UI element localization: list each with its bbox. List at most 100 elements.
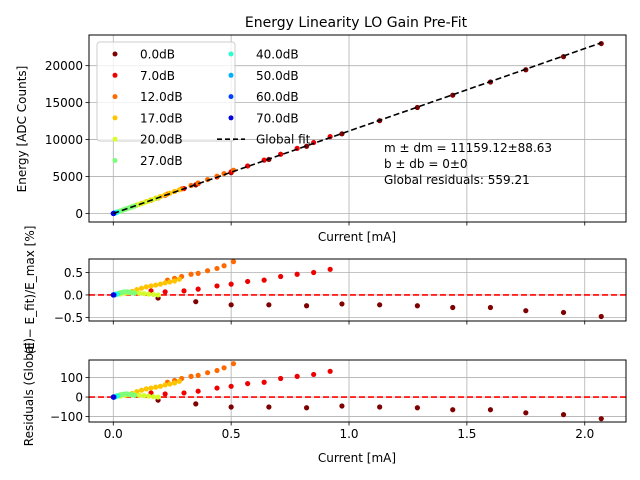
data-point-17.0dB — [157, 281, 164, 287]
data-point-0.0dB — [193, 299, 199, 305]
x-tick-label: 0.0 — [104, 427, 123, 441]
data-point-0.0dB — [523, 308, 529, 314]
global-residuals-annotation: Global residuals: 559.21 — [384, 173, 530, 187]
data-point-0.0dB — [303, 303, 310, 309]
data-point-7.0dB — [195, 286, 201, 292]
y-tick-label: −100 — [50, 410, 83, 424]
x-tick-label: 2.0 — [575, 427, 594, 441]
data-point-20.0dB — [150, 394, 156, 400]
global-fit-line — [113, 42, 602, 215]
y-tick-label: 15000 — [45, 96, 83, 110]
data-point-17.0dB — [157, 383, 164, 389]
data-point-7.0dB — [311, 269, 317, 276]
data-point-7.0dB — [261, 379, 267, 385]
legend-marker — [112, 72, 118, 78]
data-point-12.0dB — [204, 370, 211, 376]
data-point-0.0dB — [523, 410, 529, 416]
data-point-17.0dB — [153, 384, 159, 390]
data-point-12.0dB — [221, 263, 227, 269]
data-point-17.0dB — [176, 378, 182, 384]
data-point-7.0dB — [278, 375, 284, 382]
data-point-7.0dB — [195, 388, 201, 394]
data-point-12.0dB — [221, 365, 227, 371]
data-point-0.0dB — [303, 405, 310, 411]
data-point-17.0dB — [153, 282, 159, 288]
x-tick-label: 1.0 — [339, 427, 358, 441]
data-point-20.0dB — [150, 291, 156, 298]
percent-deviation-panel: −0.5 0.0 0.5 — [54, 258, 627, 325]
data-point-0.0dB — [414, 405, 420, 411]
legend-marker — [112, 94, 118, 100]
data-point-17.0dB — [148, 385, 154, 391]
axes-frame — [88, 258, 627, 322]
data-point-20.0dB — [136, 290, 142, 296]
data-point-12.0dB — [188, 271, 194, 277]
legend-label: 40.0dB — [256, 48, 299, 62]
data-point-7.0dB — [162, 289, 168, 295]
y-tick-label: 100 — [60, 371, 83, 385]
data-point-7.0dB — [278, 273, 284, 280]
data-point-12.0dB — [230, 361, 237, 367]
data-point-0.0dB — [266, 302, 272, 308]
data-point-0.0dB — [339, 403, 345, 409]
data-point-7.0dB — [228, 281, 234, 287]
data-point-12.0dB — [195, 270, 201, 276]
data-point-0.0dB — [266, 404, 272, 410]
legend-marker — [112, 136, 118, 142]
data-point-0.0dB — [377, 302, 383, 308]
legend-label: 70.0dB — [256, 111, 299, 125]
data-point-0.0dB — [193, 401, 199, 407]
data-point-0.0dB — [414, 303, 420, 309]
data-point-17.0dB — [167, 381, 173, 387]
percent-ylabel: (E − E_fit)/E_max [%] — [23, 226, 37, 355]
axes-frame — [88, 359, 627, 423]
legend-marker — [228, 51, 234, 57]
data-point-20.0dB — [155, 394, 161, 400]
legend-label: 7.0dB — [140, 69, 175, 83]
legend-label: 27.0dB — [140, 154, 183, 168]
data-point-7.0dB — [327, 266, 333, 272]
x-tick-label: 1.5 — [457, 427, 476, 441]
data-point-7.0dB — [245, 278, 251, 285]
y-tick-label: 0 — [75, 391, 83, 405]
energy-ylabel: Energy [ADC Counts] — [15, 66, 29, 193]
y-tick-label: 0.5 — [64, 266, 83, 280]
data-point-0.0dB — [228, 404, 234, 410]
x-tick-label: 0.5 — [222, 427, 241, 441]
data-point-17.0dB — [171, 380, 178, 386]
data-point-7.0dB — [214, 385, 220, 391]
legend-label: 50.0dB — [256, 69, 299, 83]
legend-label: 20.0dB — [140, 133, 183, 147]
data-point-0.0dB — [598, 313, 604, 320]
data-point-17.0dB — [176, 276, 182, 282]
fit-annotation: m ± dm = 11159.12±88.63 b ± db = 0±0 Glo… — [384, 141, 552, 187]
data-point-12.0dB — [230, 259, 237, 265]
data-point-0.0dB — [487, 304, 494, 311]
data-point-0.0dB — [598, 416, 604, 422]
data-point-20.0dB — [146, 393, 152, 399]
data-point-20.0dB — [146, 291, 152, 297]
intercept-annotation: b ± db = 0±0 — [384, 157, 468, 171]
data-point-70.0dB — [110, 292, 116, 298]
legend-label: Global fit — [256, 133, 311, 147]
data-point-0.0dB — [228, 302, 234, 308]
data-point-17.0dB — [143, 386, 149, 392]
legend-marker — [112, 51, 118, 57]
data-point-20.0dB — [136, 392, 142, 398]
data-point-17.0dB — [138, 387, 145, 393]
axes-frame — [88, 34, 627, 223]
data-point-17.0dB — [148, 283, 154, 289]
data-point-20.0dB — [141, 290, 147, 297]
legend-marker — [228, 115, 234, 121]
data-point-0.0dB — [339, 301, 345, 307]
y-tick-label: 10000 — [45, 133, 83, 147]
slope-annotation: m ± dm = 11159.12±88.63 — [384, 141, 552, 155]
y-tick-label: 0.0 — [64, 288, 83, 302]
residuals-ylabel: Residuals (Global) — [22, 338, 36, 446]
data-point-7.0dB — [162, 391, 168, 397]
legend-box — [96, 41, 236, 142]
data-point-0.0dB — [450, 407, 456, 413]
data-point-17.0dB — [171, 278, 178, 284]
residuals-xlabel: Current [mA] — [318, 451, 396, 465]
data-point-0.0dB — [414, 104, 420, 111]
